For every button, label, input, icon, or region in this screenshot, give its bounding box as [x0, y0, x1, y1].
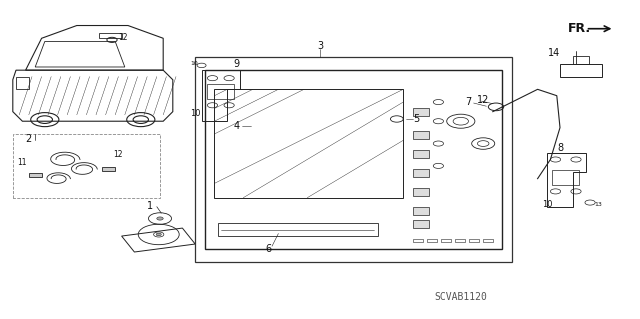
- Text: 1: 1: [147, 201, 154, 211]
- Text: 3: 3: [317, 41, 323, 51]
- Text: 4: 4: [234, 121, 240, 131]
- Text: 11: 11: [18, 158, 27, 167]
- Bar: [102, 167, 115, 171]
- Bar: [483, 239, 493, 242]
- Bar: [560, 64, 602, 77]
- Bar: [413, 188, 429, 196]
- Text: 10: 10: [542, 200, 552, 209]
- Bar: [99, 33, 122, 38]
- Bar: [573, 56, 589, 64]
- Bar: [413, 108, 429, 116]
- Bar: [207, 84, 234, 99]
- Text: 9: 9: [234, 59, 240, 69]
- Text: 7: 7: [465, 97, 472, 107]
- Bar: [413, 207, 429, 215]
- Text: 13: 13: [595, 202, 602, 207]
- Text: FR.: FR.: [568, 22, 591, 35]
- Circle shape: [156, 233, 161, 236]
- Bar: [413, 131, 429, 139]
- Bar: [413, 150, 429, 158]
- Text: 8: 8: [557, 143, 563, 153]
- Bar: [441, 239, 451, 242]
- Text: 12: 12: [477, 95, 490, 106]
- Circle shape: [157, 217, 163, 220]
- Text: 12: 12: [118, 33, 128, 42]
- Text: SCVAB1120: SCVAB1120: [435, 292, 487, 302]
- Text: 10: 10: [190, 61, 198, 66]
- Bar: [413, 169, 429, 177]
- Bar: [29, 173, 42, 177]
- Text: 12: 12: [114, 150, 123, 159]
- Text: 6: 6: [266, 244, 272, 254]
- Bar: [16, 77, 29, 89]
- Bar: [427, 239, 437, 242]
- Bar: [469, 239, 479, 242]
- Bar: [552, 170, 579, 185]
- Bar: [413, 220, 429, 228]
- Text: 5: 5: [413, 114, 419, 124]
- Bar: [218, 223, 378, 236]
- Text: 10: 10: [190, 109, 200, 118]
- Bar: [455, 239, 465, 242]
- Bar: [413, 239, 423, 242]
- Text: 2: 2: [26, 134, 32, 144]
- Text: 14: 14: [547, 48, 560, 58]
